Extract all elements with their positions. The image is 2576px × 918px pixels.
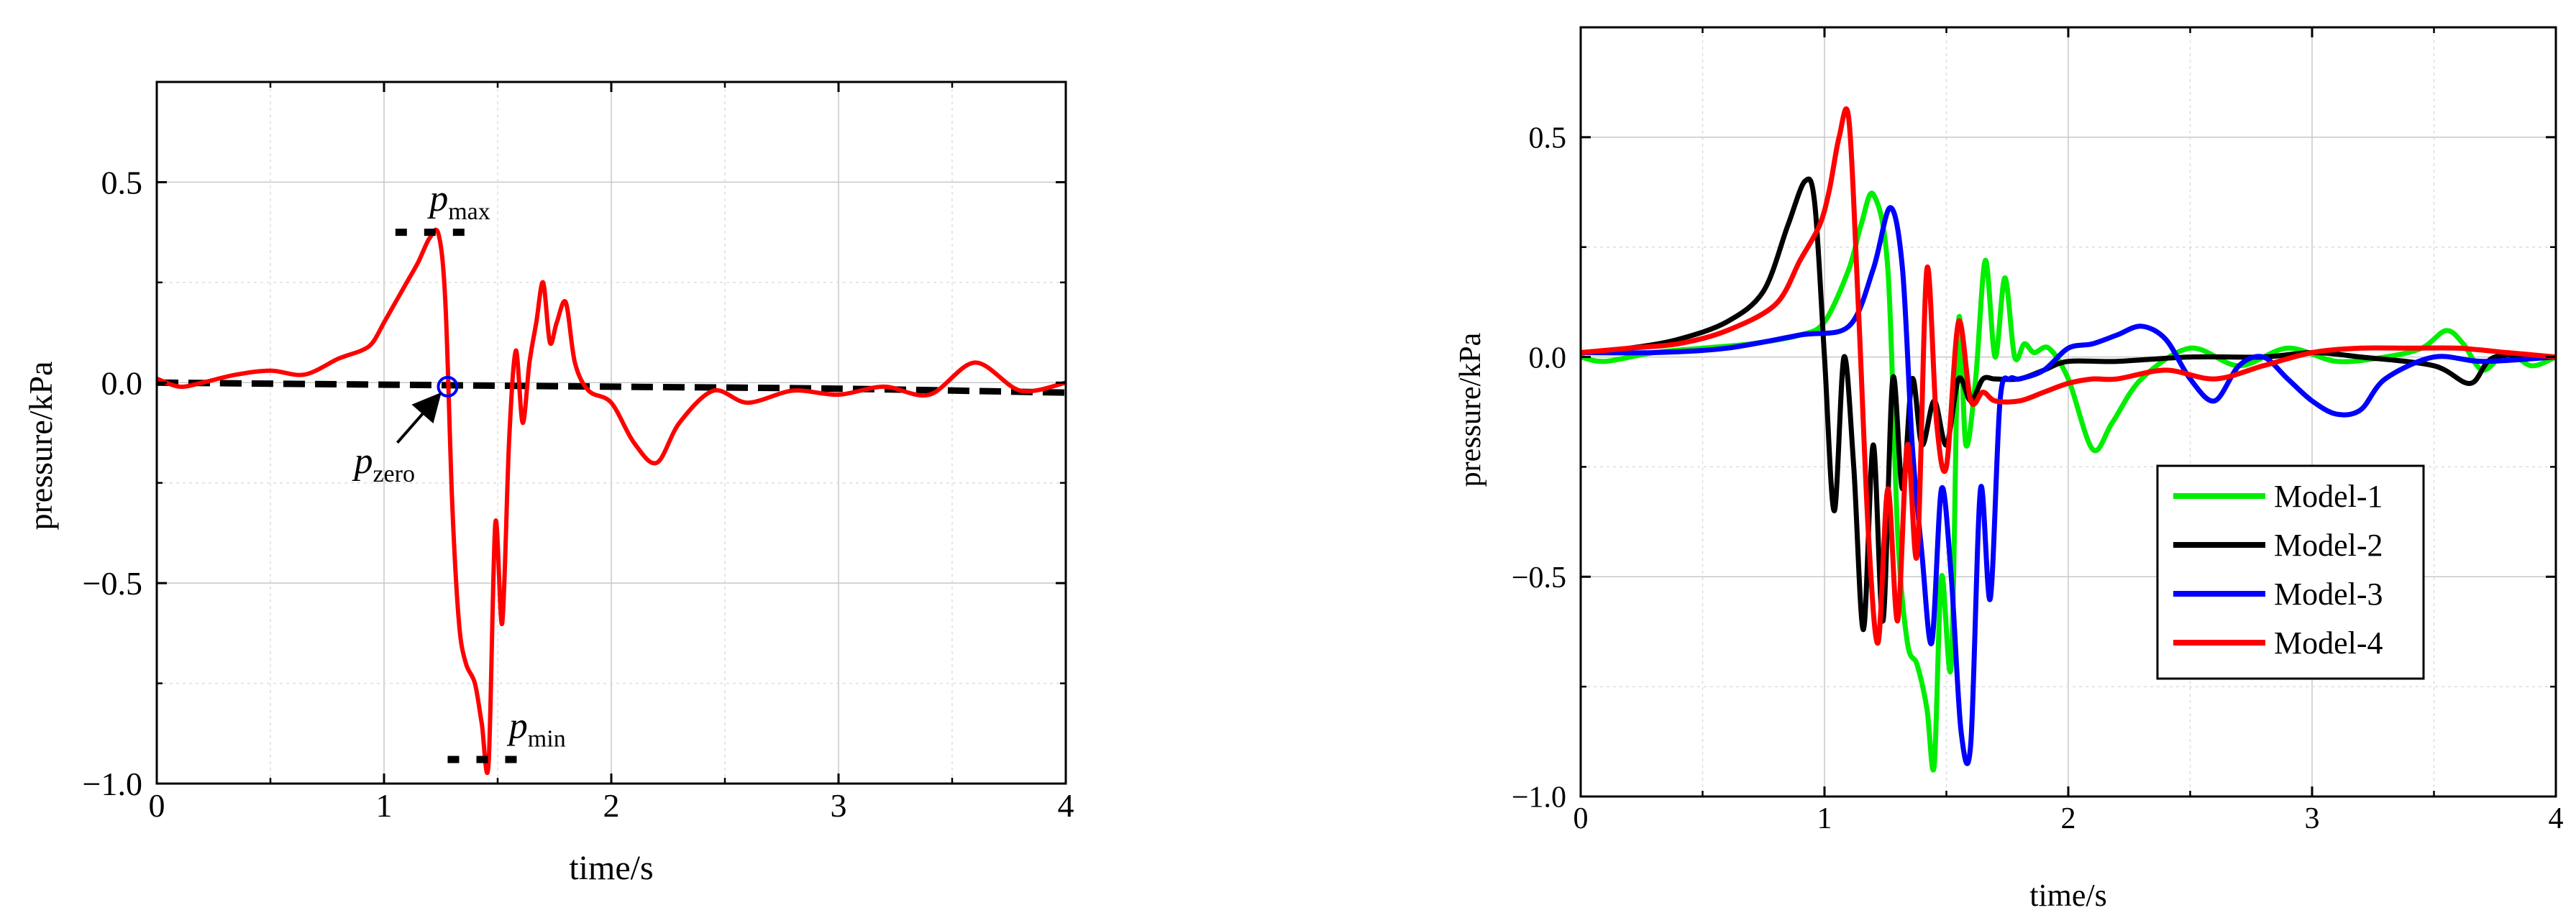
right-y-tick-label: −1.0	[1512, 781, 1566, 814]
p-zero-marker-circle	[437, 375, 459, 398]
right-chart-lines	[1581, 106, 2556, 773]
series-line-model-1	[1581, 191, 2556, 773]
left-y-axis-label: pressure/kPa	[22, 361, 59, 530]
left-y-tick-label: 0.5	[101, 165, 143, 201]
legend-label-model-3: Model-3	[2274, 577, 2383, 612]
right-chart-grid	[1581, 27, 2556, 797]
left-x-tick-label: 1	[376, 787, 393, 824]
left-y-tick-label: −1.0	[83, 766, 142, 802]
left-x-tick-label: 0	[149, 787, 165, 824]
p-zero-label: pzero	[351, 441, 415, 487]
series-line-model-3	[1581, 205, 2556, 766]
series-line-model-2	[1581, 176, 2556, 633]
right-chart-legend: Model-1 Model-2 Model-3 Model-4	[2156, 464, 2425, 680]
left-chart-grid	[157, 82, 1066, 784]
right-y-tick-label: 0.5	[1529, 122, 1567, 155]
left-x-axis-label: time/s	[569, 849, 653, 887]
left-chart-lines	[157, 227, 1066, 776]
left-chart-annotations: pmax pmin pzero	[351, 178, 566, 763]
series-line-model-4	[1581, 106, 2556, 646]
right-y-tick-label: −0.5	[1512, 561, 1566, 595]
right-x-tick-label: 3	[2305, 802, 2320, 835]
right-y-tick-label: 0.0	[1529, 341, 1567, 375]
right-x-axis-label: time/s	[2029, 878, 2107, 913]
p-min-label: pmin	[506, 706, 566, 753]
legend-label-model-1: Model-1	[2274, 479, 2383, 514]
left-chart: 0 1 2 3 4−1.0−0.50.00.5 time/s pressure/kPa …	[22, 81, 1074, 887]
p-max-label: pmax	[426, 178, 490, 225]
right-x-tick-label: 1	[1817, 802, 1832, 835]
right-x-tick-label: 0	[1574, 802, 1589, 835]
pressure-signal-line	[157, 227, 1066, 776]
right-x-tick-label: 2	[2061, 802, 2076, 835]
legend-label-model-2: Model-2	[2274, 528, 2383, 563]
left-x-tick-label: 2	[603, 787, 620, 824]
right-y-axis-label: pressure/kPa	[1454, 332, 1487, 487]
left-y-tick-label: −0.5	[83, 565, 142, 602]
reference-dashed-line	[157, 379, 1066, 396]
left-y-tick-label: 0.0	[101, 364, 143, 401]
right-chart: 0 1 2 3 4−1.0−0.50.00.5 time/s pressure/kPa …	[1454, 26, 2564, 913]
left-x-tick-label: 4	[1058, 787, 1074, 824]
left-x-tick-label: 3	[831, 787, 847, 824]
right-x-tick-label: 4	[2549, 802, 2564, 835]
p-zero-arrow	[396, 392, 442, 444]
legend-label-model-4: Model-4	[2274, 625, 2383, 661]
left-chart-ticks: 0 1 2 3 4 −1.0 −0.5 0.0 0.5	[83, 82, 1074, 824]
right-chart-ticks: 0 1 2 3 4 −1.0 −0.5 0.0 0.5	[1512, 27, 2564, 835]
